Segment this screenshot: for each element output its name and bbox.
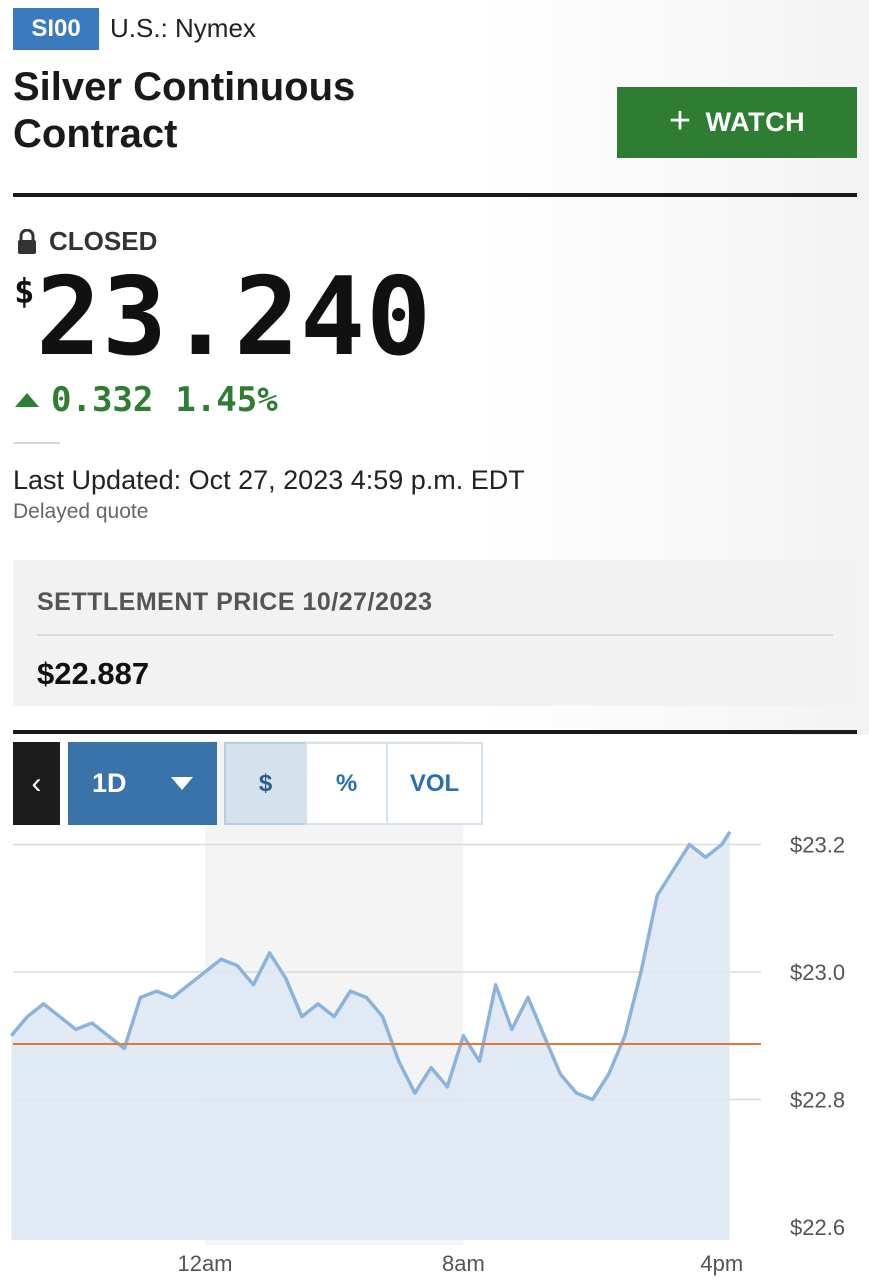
y-tick-label: $23.2 [790, 833, 845, 858]
up-arrow-icon [15, 393, 39, 407]
price-line [9, 830, 732, 1102]
lock-icon [18, 228, 36, 254]
last-updated: Last Updated: Oct 27, 2023 4:59 p.m. EDT [13, 465, 525, 495]
mode-dollar-button[interactable]: $ [224, 742, 307, 825]
x-tick-label: 8am [442, 1251, 485, 1276]
price-area [11, 831, 730, 1240]
delayed-quote-note: Delayed quote [13, 500, 149, 523]
last-price: 23.240 [36, 255, 433, 380]
title-line-1: Silver Continuous [13, 65, 356, 109]
settlement-value: $22.887 [37, 656, 150, 691]
y-tick-label: $22.8 [790, 1088, 845, 1113]
chart-top-spacer [13, 735, 761, 741]
x-tick-label: 4pm [700, 1251, 743, 1276]
settlement-panel [13, 560, 857, 706]
watch-button-label: WATCH [705, 107, 806, 137]
y-tick-label: $22.6 [790, 1215, 845, 1240]
chart-back-button[interactable]: ‹ [13, 742, 60, 825]
page-title: Silver Continuous Contract [13, 64, 433, 158]
settlement-label: SETTLEMENT PRICE 10/27/2023 [37, 588, 433, 616]
header-divider [13, 193, 857, 197]
mode-volume-button[interactable]: VOL [386, 742, 483, 825]
ticker-badge: SI00 [13, 8, 99, 50]
range-dropdown-label: 1D [92, 768, 127, 798]
y-tick-label: $23.0 [790, 960, 845, 985]
market-status-label: CLOSED [49, 226, 158, 256]
mode-percent-button[interactable]: % [305, 742, 388, 825]
change-value: 0.332 [51, 380, 154, 420]
x-tick-label: 12am [177, 1251, 232, 1276]
caret-down-icon [171, 777, 193, 790]
price-change: 0.332 1.45% [15, 380, 278, 420]
exchange-label: U.S.: Nymex [110, 13, 256, 43]
plus-icon: + [668, 99, 692, 142]
chevron-left-icon: ‹ [31, 766, 42, 800]
settlement-divider [37, 634, 833, 636]
divider [13, 442, 60, 444]
watch-button[interactable]: + WATCH [617, 87, 857, 158]
title-line-2: Contract [13, 112, 178, 156]
range-dropdown[interactable]: 1D [68, 742, 217, 825]
market-status: CLOSED [17, 226, 157, 257]
change-percent: 1.45% [175, 380, 278, 420]
chart-divider [13, 730, 857, 734]
currency-symbol: $ [14, 272, 35, 312]
